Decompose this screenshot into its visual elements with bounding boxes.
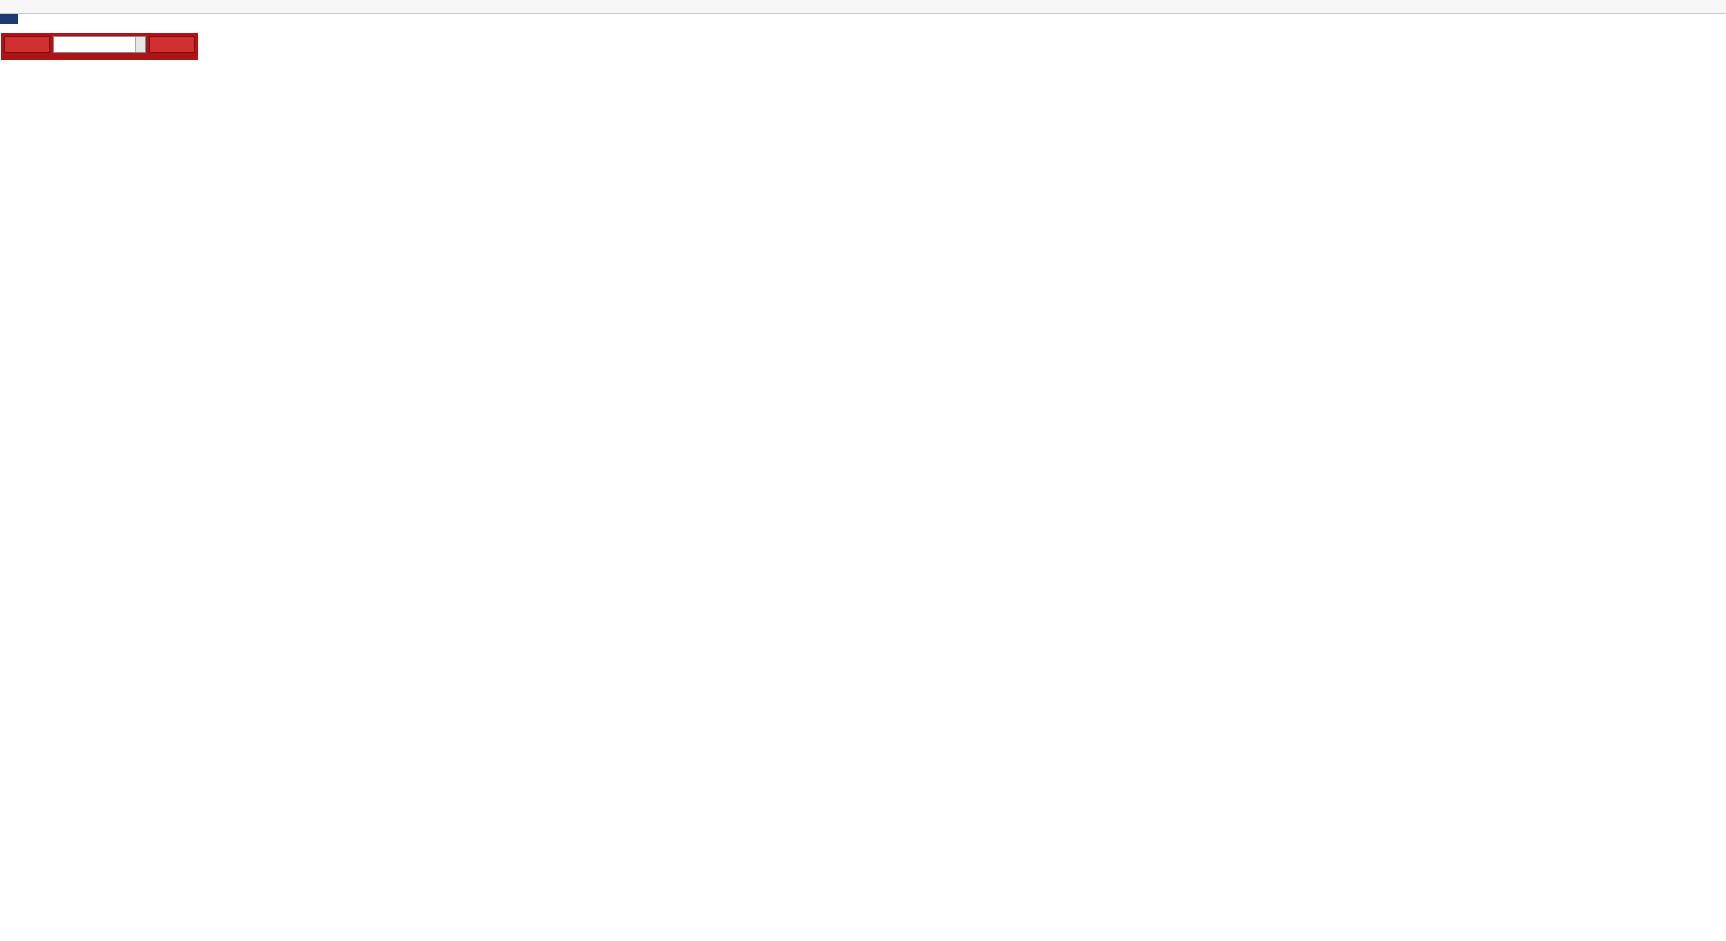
volume-decrease-button[interactable] [135, 44, 145, 52]
volume-box [53, 36, 146, 53]
one-click-trading-panel [1, 33, 198, 60]
sell-button[interactable] [4, 36, 50, 53]
volume-increase-button[interactable] [135, 37, 145, 45]
buy-button[interactable] [149, 36, 195, 53]
volume-input[interactable] [54, 37, 135, 52]
symbol-tab[interactable] [0, 14, 18, 24]
toolbar [0, 0, 1726, 14]
